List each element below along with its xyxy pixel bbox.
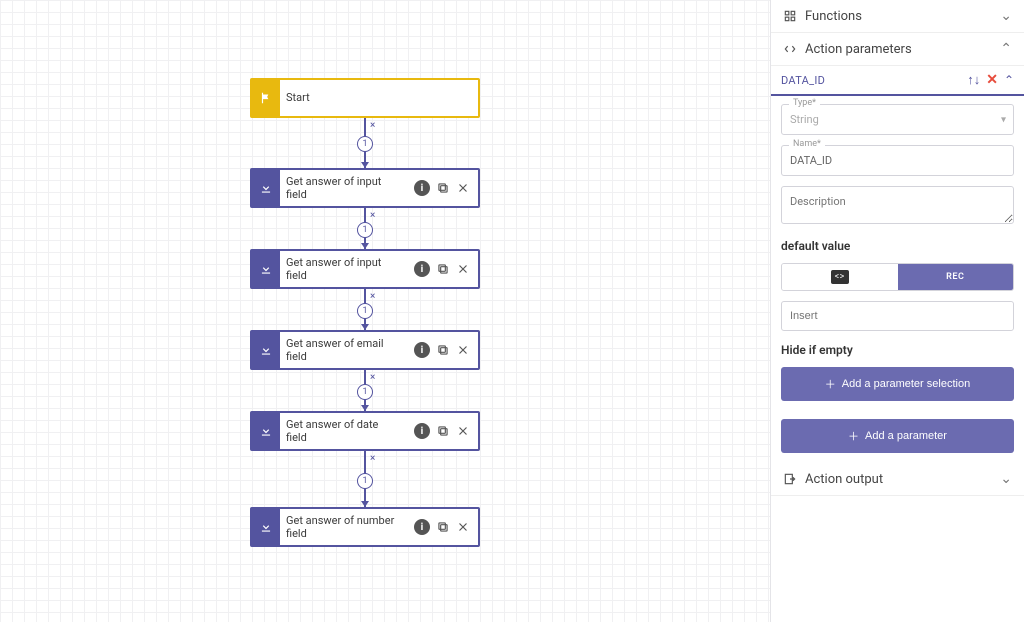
info-icon[interactable]: i bbox=[414, 261, 430, 277]
connector-delete[interactable]: × bbox=[370, 210, 375, 221]
info-icon[interactable]: i bbox=[414, 180, 430, 196]
name-field: Name* bbox=[781, 145, 1014, 176]
sidebar: Functions ⌄ Action parameters ⌃ DATA_ID … bbox=[770, 0, 1024, 622]
chevron-up-icon[interactable]: ⌃ bbox=[1004, 73, 1014, 87]
delete-icon[interactable]: ✕ bbox=[986, 72, 998, 88]
download-icon bbox=[252, 332, 280, 368]
node-start[interactable]: Start bbox=[250, 78, 480, 118]
default-value-toggle: <> REC bbox=[781, 263, 1014, 291]
connector-badge: 1 bbox=[357, 384, 373, 400]
close-icon[interactable] bbox=[456, 181, 470, 195]
toggle-rec[interactable]: REC bbox=[898, 264, 1014, 290]
close-icon[interactable] bbox=[456, 424, 470, 438]
connector-badge: 1 bbox=[357, 136, 373, 152]
chevron-down-icon: ⌄ bbox=[1000, 471, 1012, 487]
plus-icon: ＋ bbox=[848, 428, 859, 444]
connector: × 1 bbox=[364, 208, 366, 249]
flag-icon bbox=[252, 80, 280, 116]
field-label: Type* bbox=[789, 98, 820, 108]
node-label: Get answer of email field bbox=[286, 337, 400, 363]
connector-delete[interactable]: × bbox=[370, 120, 375, 131]
section-action-output[interactable]: Action output ⌄ bbox=[771, 463, 1024, 496]
download-icon bbox=[252, 251, 280, 287]
node-action[interactable]: Get answer of email field i bbox=[250, 330, 480, 370]
node-label: Get answer of input field bbox=[286, 175, 400, 201]
button-label: Add a parameter selection bbox=[842, 378, 970, 390]
node-action[interactable]: Get answer of date field i bbox=[250, 411, 480, 451]
code-icon: <> bbox=[831, 270, 849, 284]
insert-input[interactable] bbox=[781, 301, 1014, 331]
connector: × 1 bbox=[364, 370, 366, 411]
type-field: Type* String ▾ bbox=[781, 104, 1014, 135]
node-label: Start bbox=[286, 91, 310, 104]
chevron-down-icon: ⌄ bbox=[1000, 8, 1012, 24]
field-label: Name* bbox=[789, 139, 825, 149]
flow-canvas[interactable]: × 1 × 1 × 1 × 1 × 1 Start Get answer of … bbox=[0, 0, 770, 622]
button-label: Add a parameter bbox=[865, 430, 947, 442]
close-icon[interactable] bbox=[456, 520, 470, 534]
download-icon bbox=[252, 509, 280, 545]
connector-badge: 1 bbox=[357, 303, 373, 319]
section-title: Action parameters bbox=[805, 42, 992, 57]
parameter-form: Type* String ▾ Name* default value <> RE… bbox=[771, 96, 1024, 413]
default-value-label: default value bbox=[781, 239, 1014, 253]
connector-delete[interactable]: × bbox=[370, 372, 375, 383]
hide-if-empty-label: Hide if empty bbox=[781, 343, 1014, 357]
close-icon[interactable] bbox=[456, 262, 470, 276]
connector: × 1 bbox=[364, 451, 366, 507]
connector-badge: 1 bbox=[357, 222, 373, 238]
parameter-name: DATA_ID bbox=[781, 74, 961, 87]
parameter-header[interactable]: DATA_ID ↑↓ ✕ ⌃ bbox=[771, 66, 1024, 96]
node-label: Get answer of input field bbox=[286, 256, 400, 282]
chevron-up-icon: ⌃ bbox=[1000, 41, 1012, 57]
section-action-parameters[interactable]: Action parameters ⌃ bbox=[771, 33, 1024, 66]
copy-icon[interactable] bbox=[436, 181, 450, 195]
connector-delete[interactable]: × bbox=[370, 453, 375, 464]
description-field bbox=[781, 186, 1014, 227]
node-action[interactable]: Get answer of input field i bbox=[250, 249, 480, 289]
grid-icon bbox=[783, 9, 797, 23]
download-icon bbox=[252, 170, 280, 206]
node-action[interactable]: Get answer of input field i bbox=[250, 168, 480, 208]
info-icon[interactable]: i bbox=[414, 519, 430, 535]
copy-icon[interactable] bbox=[436, 424, 450, 438]
connector-badge: 1 bbox=[357, 473, 373, 489]
copy-icon[interactable] bbox=[436, 262, 450, 276]
close-icon[interactable] bbox=[456, 343, 470, 357]
node-action[interactable]: Get answer of number field i bbox=[250, 507, 480, 547]
connector: × 1 bbox=[364, 289, 366, 330]
name-input[interactable] bbox=[781, 145, 1014, 176]
download-icon bbox=[252, 413, 280, 449]
section-functions[interactable]: Functions ⌄ bbox=[771, 0, 1024, 33]
sort-icon[interactable]: ↑↓ bbox=[967, 72, 980, 88]
description-input[interactable] bbox=[781, 186, 1014, 224]
plus-icon: ＋ bbox=[825, 376, 836, 392]
connector: × 1 bbox=[364, 118, 366, 168]
add-parameter-selection-button[interactable]: ＋ Add a parameter selection bbox=[781, 367, 1014, 401]
add-parameter-button[interactable]: ＋ Add a parameter bbox=[781, 419, 1014, 453]
expand-h-icon bbox=[783, 42, 797, 56]
info-icon[interactable]: i bbox=[414, 423, 430, 439]
section-title: Action output bbox=[805, 472, 992, 487]
info-icon[interactable]: i bbox=[414, 342, 430, 358]
node-label: Get answer of number field bbox=[286, 514, 400, 540]
type-select[interactable]: String bbox=[781, 104, 1014, 135]
toggle-code[interactable]: <> bbox=[782, 264, 898, 290]
output-icon bbox=[783, 472, 797, 486]
node-label: Get answer of date field bbox=[286, 418, 400, 444]
connector-delete[interactable]: × bbox=[370, 291, 375, 302]
copy-icon[interactable] bbox=[436, 520, 450, 534]
section-title: Functions bbox=[805, 9, 992, 24]
copy-icon[interactable] bbox=[436, 343, 450, 357]
